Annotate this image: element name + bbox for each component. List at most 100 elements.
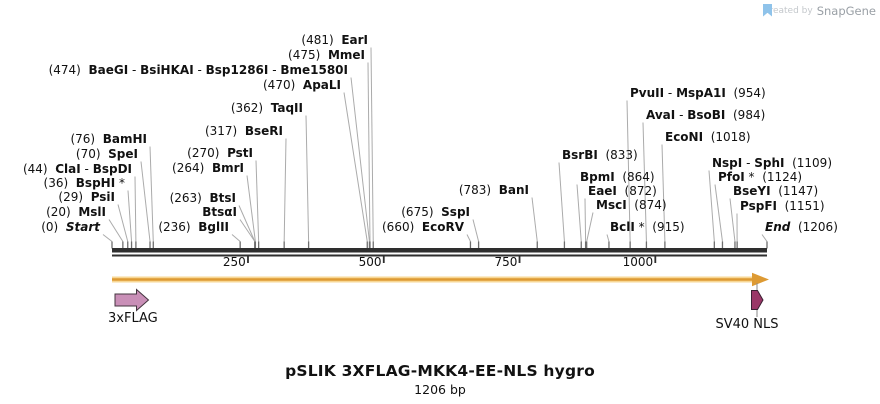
site-label-taqii: (362) TaqII (231, 101, 303, 116)
site-leader-line (283, 138, 287, 242)
enzyme-name: MmeI (327, 48, 365, 62)
site-position: - (664, 86, 677, 100)
site-leader-line (367, 62, 371, 242)
site-position: (1109) (784, 156, 832, 170)
site-leader-line (305, 115, 310, 242)
enzyme-name: AvaI (646, 108, 676, 122)
enzyme-name: TaqII (270, 101, 303, 115)
enzyme-name: BtsαI (202, 205, 237, 219)
site-label-eaei: EaeI (872) (588, 184, 657, 199)
site-position: (864) (614, 170, 655, 184)
site-position: (954) (725, 86, 766, 100)
ruler-label-750: 750 (494, 255, 518, 269)
enzyme-name: BamHI (102, 132, 147, 146)
site-position: (833) (597, 148, 638, 162)
site-leader-line (586, 212, 594, 242)
site-position: (660) (382, 220, 422, 234)
site-position: (236) (158, 220, 199, 234)
ruler-tick-mark (382, 256, 385, 263)
enzyme-name: BsiHKAI (140, 63, 194, 77)
site-leader-line (255, 160, 260, 242)
enzyme-name: SphI (754, 156, 785, 170)
enzyme-name: PsiI (90, 190, 115, 204)
ruler-tick-mark (518, 256, 521, 263)
site-leader-line (117, 204, 129, 242)
enzyme-name: BaeGI (88, 63, 129, 77)
enzyme-name: BtsI (209, 191, 237, 205)
ruler-ticks (247, 256, 657, 263)
feature-sv40-nls-arrow (751, 290, 764, 310)
map-length: 1206 bp (414, 382, 466, 397)
site-leader-line (606, 234, 610, 242)
enzyme-name: BanI (498, 183, 529, 197)
site-label-bcli: BclI * (915) (610, 220, 685, 235)
map-title: pSLIK 3XFLAG-MKK4-EE-NLS hygro (285, 362, 595, 380)
site-leader-line (343, 92, 368, 242)
site-position: (481) (301, 33, 342, 47)
feature-3xflag-arrow (114, 288, 150, 312)
site-label-start: (0) Start (41, 220, 100, 235)
site-leader-line (140, 161, 151, 242)
site-label-end: End (1206) (765, 220, 838, 235)
site-position: - (193, 63, 206, 77)
site-label-bsrbi: BsrBI (833) (562, 148, 638, 163)
enzyme-name: BclI (610, 220, 635, 234)
site-position: (20) (46, 205, 79, 219)
site-position: (263) (169, 191, 210, 205)
site-position: - (80, 162, 93, 176)
site-leader-line (108, 219, 124, 242)
site-label-bseri: (317) BseRI (205, 124, 283, 139)
site-position: (29) (58, 190, 91, 204)
site-label-sspi: (675) SspI (401, 205, 470, 220)
sequence-bar (112, 248, 767, 253)
site-leader-line (149, 146, 154, 242)
site-leader-line (584, 198, 587, 242)
enzyme-name: ClaI (55, 162, 81, 176)
enzyme-name: EcoNI (665, 130, 704, 144)
ruler-tick-mark (247, 256, 249, 263)
site-position: (874) (626, 198, 667, 212)
site-position: (783) (458, 183, 499, 197)
site-label-bamhi: (76) BamHI (70, 132, 147, 147)
site-label-avai: AvaI - BsoBI (984) (646, 108, 765, 123)
enzyme-name: Bsp1286I (205, 63, 269, 77)
site-label-apali: (470) ApaLI (263, 78, 341, 93)
site-position: - (675, 108, 688, 122)
enzyme-name: EaeI (588, 184, 617, 198)
site-label-psii: (29) PsiI (58, 190, 115, 205)
enzyme-name: BseYI (733, 184, 771, 198)
site-position: (1124) (754, 170, 803, 184)
site-leader-line (238, 205, 256, 242)
enzyme-name: PvuII (630, 86, 665, 100)
enzyme-name: Start (65, 220, 100, 234)
site-leader-line (576, 184, 582, 242)
snapgene-logo-icon (763, 4, 773, 17)
enzyme-name: BspDI (92, 162, 132, 176)
site-label-eari: (481) EarI (301, 33, 368, 48)
site-position: * (744, 170, 755, 184)
enzyme-name: PspFI (740, 199, 777, 213)
site-label-bani: (783) BanI (458, 183, 529, 198)
feature-label-3xflag: 3xFLAG (108, 311, 158, 326)
enzyme-name: NspI (712, 156, 743, 170)
enzyme-name: BsrBI (562, 148, 598, 162)
site-leader-line (708, 170, 715, 242)
site-label-ecorv: (660) EcoRV (382, 220, 464, 235)
enzyme-name: MslI (78, 205, 106, 219)
site-position: (1151) (776, 199, 825, 213)
site-leader-line (350, 77, 370, 242)
site-leader-line (231, 234, 241, 242)
site-label-bmri: (264) BmrI (172, 161, 244, 176)
enzyme-name: Bme1580I (280, 63, 348, 77)
site-position: (1206) (790, 220, 838, 234)
site-position: (270) (187, 146, 228, 160)
site-leader-line (714, 184, 723, 242)
site-label-pvuii: PvuII - MspA1I (954) (630, 86, 766, 101)
strand-arrowhead-icon (752, 272, 769, 287)
ruler-tick-mark (654, 256, 657, 263)
site-position: - (742, 156, 755, 170)
enzyme-name: BglII (198, 220, 229, 234)
site-leader-line (134, 176, 137, 242)
site-label-bpmi: BpmI (864) (580, 170, 655, 185)
